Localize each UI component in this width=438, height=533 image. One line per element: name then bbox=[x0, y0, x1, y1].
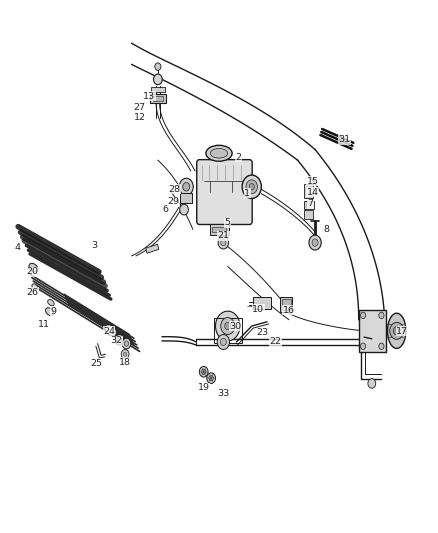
Text: 6: 6 bbox=[163, 205, 169, 214]
Circle shape bbox=[215, 311, 240, 341]
Circle shape bbox=[124, 341, 129, 346]
Circle shape bbox=[217, 335, 230, 350]
Text: 23: 23 bbox=[257, 328, 269, 337]
Text: 5: 5 bbox=[225, 219, 231, 228]
Text: 29: 29 bbox=[167, 197, 179, 206]
Circle shape bbox=[312, 239, 318, 246]
Text: 17: 17 bbox=[396, 327, 408, 336]
Bar bbox=[359, 310, 386, 352]
Text: 7: 7 bbox=[307, 199, 314, 208]
Bar bbox=[304, 183, 313, 198]
Ellipse shape bbox=[210, 149, 228, 158]
Text: 19: 19 bbox=[198, 383, 210, 392]
Circle shape bbox=[155, 63, 161, 70]
Ellipse shape bbox=[46, 308, 54, 316]
Bar bbox=[214, 318, 242, 343]
Text: 16: 16 bbox=[283, 305, 295, 314]
Circle shape bbox=[153, 74, 162, 85]
Ellipse shape bbox=[206, 146, 232, 161]
Circle shape bbox=[368, 378, 376, 388]
Text: 18: 18 bbox=[119, 358, 131, 367]
Circle shape bbox=[225, 322, 231, 330]
Text: 13: 13 bbox=[143, 92, 155, 101]
Ellipse shape bbox=[32, 284, 38, 289]
Text: 31: 31 bbox=[339, 135, 351, 144]
Circle shape bbox=[379, 312, 384, 319]
Circle shape bbox=[220, 338, 226, 346]
Text: 3: 3 bbox=[92, 241, 98, 250]
Circle shape bbox=[242, 175, 261, 198]
Circle shape bbox=[207, 373, 215, 383]
Circle shape bbox=[309, 235, 321, 250]
Bar bbox=[210, 224, 229, 235]
Text: 33: 33 bbox=[217, 389, 230, 398]
Text: 14: 14 bbox=[307, 188, 319, 197]
Circle shape bbox=[221, 239, 226, 246]
Bar bbox=[180, 193, 192, 203]
Circle shape bbox=[209, 375, 213, 381]
FancyBboxPatch shape bbox=[197, 160, 252, 224]
Text: 28: 28 bbox=[169, 185, 180, 194]
Bar bbox=[151, 87, 165, 92]
Circle shape bbox=[183, 182, 190, 191]
Text: 30: 30 bbox=[230, 321, 242, 330]
Bar bbox=[282, 299, 290, 310]
Text: 22: 22 bbox=[270, 337, 282, 346]
Text: 11: 11 bbox=[38, 320, 49, 329]
Bar bbox=[280, 297, 292, 312]
Circle shape bbox=[218, 236, 229, 249]
Circle shape bbox=[390, 322, 404, 340]
Bar bbox=[304, 210, 313, 219]
Text: 12: 12 bbox=[134, 113, 145, 122]
Bar bbox=[150, 94, 166, 103]
Ellipse shape bbox=[48, 300, 54, 306]
Text: 1: 1 bbox=[244, 189, 251, 198]
Text: 20: 20 bbox=[26, 268, 38, 276]
Bar bbox=[152, 96, 163, 101]
Text: 9: 9 bbox=[50, 307, 56, 316]
Bar bbox=[253, 297, 271, 309]
Circle shape bbox=[360, 343, 366, 350]
Circle shape bbox=[199, 367, 208, 377]
Text: 26: 26 bbox=[26, 287, 38, 296]
Circle shape bbox=[117, 337, 122, 343]
Circle shape bbox=[121, 350, 129, 359]
Circle shape bbox=[179, 178, 193, 195]
Ellipse shape bbox=[29, 263, 38, 272]
Text: 15: 15 bbox=[307, 177, 319, 186]
Circle shape bbox=[246, 180, 258, 193]
Text: 8: 8 bbox=[323, 225, 329, 234]
Circle shape bbox=[249, 183, 254, 190]
Text: 4: 4 bbox=[14, 244, 20, 253]
Circle shape bbox=[115, 335, 124, 345]
Text: 24: 24 bbox=[103, 327, 115, 336]
Text: 27: 27 bbox=[134, 102, 145, 111]
Bar bbox=[146, 244, 159, 253]
Ellipse shape bbox=[388, 313, 406, 349]
Circle shape bbox=[180, 204, 188, 215]
Text: 25: 25 bbox=[90, 359, 102, 368]
Bar bbox=[304, 200, 314, 209]
Circle shape bbox=[360, 312, 366, 319]
Circle shape bbox=[221, 318, 235, 335]
Circle shape bbox=[122, 338, 131, 349]
Text: 10: 10 bbox=[252, 304, 264, 313]
Bar bbox=[212, 227, 226, 232]
Circle shape bbox=[201, 369, 206, 374]
Text: 2: 2 bbox=[236, 153, 242, 162]
Circle shape bbox=[124, 352, 127, 357]
Text: 32: 32 bbox=[110, 336, 123, 345]
Ellipse shape bbox=[105, 325, 117, 336]
Circle shape bbox=[379, 343, 384, 350]
Text: 21: 21 bbox=[217, 231, 230, 240]
Circle shape bbox=[393, 327, 400, 335]
